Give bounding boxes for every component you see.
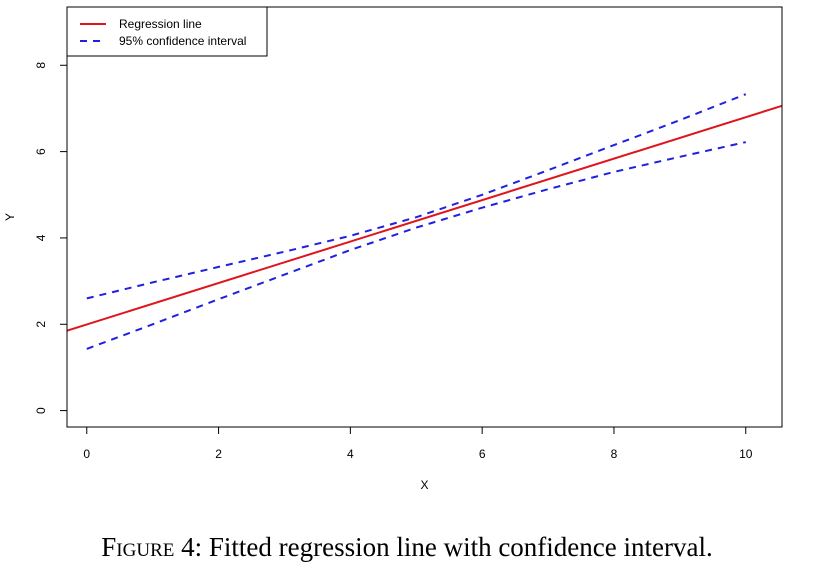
regression-line: [66, 104, 783, 332]
x-tick-label: 6: [479, 447, 486, 461]
x-axis-title: X: [420, 478, 428, 492]
y-tick-label: 2: [34, 321, 48, 328]
figure-caption-label: Figure 4:: [101, 532, 203, 562]
regression-chart: 0 2 4 6 8 10 0 2 4 6 8 Regression line 95% confiden…: [3, 6, 783, 492]
x-tick-label: 10: [739, 447, 753, 461]
legend: Regression line 95% confidence interval: [66, 6, 268, 57]
y-tick-label: 4: [34, 234, 48, 241]
legend-box: [66, 6, 268, 57]
x-tick-label: 2: [215, 447, 222, 461]
confidence-lower-line: [86, 141, 747, 350]
figure-caption-text: Fitted regression line with confidence i…: [202, 532, 713, 562]
figure-caption: Figure 4: Fitted regression line with co…: [0, 532, 814, 563]
y-tick-label: 8: [34, 62, 48, 69]
axes-layer: 0 2 4 6 8 10 0 2 4 6 8: [34, 62, 753, 461]
legend-label: 95% confidence interval: [119, 34, 246, 48]
confidence-upper-line: [86, 93, 747, 300]
y-tick-label: 6: [34, 148, 48, 155]
y-tick-label: 0: [34, 407, 48, 414]
x-tick-label: 4: [347, 447, 354, 461]
plot-frame: [66, 6, 783, 428]
x-tick-label: 8: [611, 447, 618, 461]
y-axis-title: Y: [3, 213, 17, 221]
legend-label: Regression line: [119, 17, 202, 31]
x-tick-label: 0: [83, 447, 90, 461]
series-layer: [66, 93, 783, 350]
